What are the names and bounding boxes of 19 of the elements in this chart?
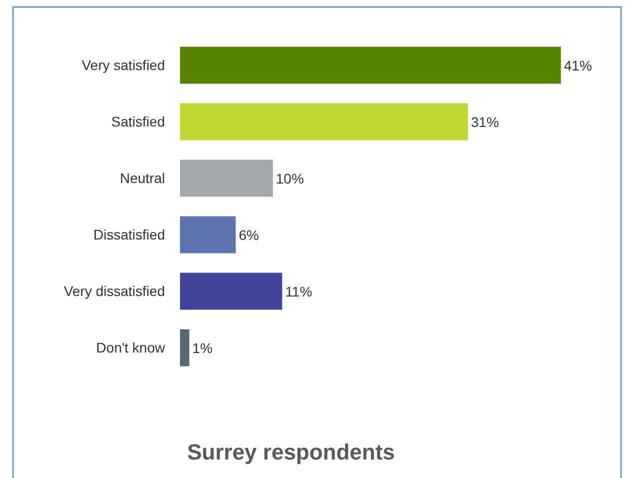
text: Surrey respondents xyxy=(187,440,395,465)
y-tick-label: Neutral xyxy=(120,170,165,186)
y-tick-label: Don't know xyxy=(96,340,166,356)
y-tick-label: Dissatisfied xyxy=(93,226,165,243)
y-tick-label: Satisfied xyxy=(111,114,165,130)
data-label: 1% xyxy=(192,340,213,356)
bar xyxy=(180,160,273,197)
y-tick-label: Very satisfied xyxy=(82,57,165,74)
bar xyxy=(180,329,190,366)
data-label: 41% xyxy=(564,57,592,74)
bar xyxy=(180,272,282,310)
data-label: 11% xyxy=(285,283,312,300)
data-label: 31% xyxy=(470,114,499,130)
data-label: 6% xyxy=(238,226,259,243)
bar xyxy=(180,103,468,140)
data-label: 10% xyxy=(276,170,304,186)
bar xyxy=(180,216,236,254)
bar xyxy=(180,46,561,84)
y-tick-label: Very dissatisfied xyxy=(64,283,165,300)
